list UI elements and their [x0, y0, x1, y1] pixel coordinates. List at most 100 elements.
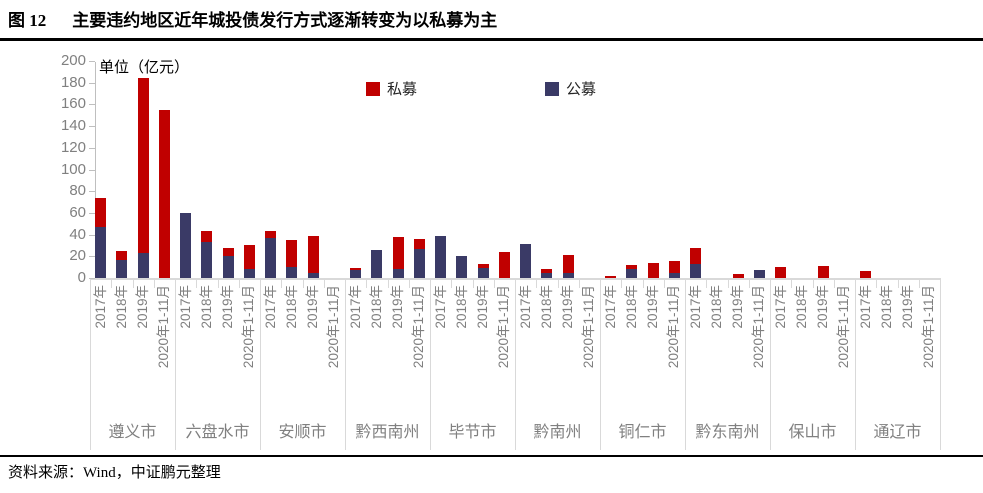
bar-segment-public: [690, 263, 702, 278]
bar-segment-private: [243, 245, 255, 270]
x-axis-period-label: 2019年: [220, 285, 236, 329]
x-axis-period-label: 2018年: [793, 285, 809, 329]
bar-segment-private: [626, 264, 638, 270]
source-note: 资料来源：Wind，中证鹏元整理: [8, 465, 221, 481]
x-axis-period-label: 2017年: [347, 285, 363, 329]
legend-swatch-private: [366, 81, 380, 96]
x-axis-period-label: 2020年1-11月: [581, 285, 597, 369]
legend-item-private: 私募: [366, 78, 417, 99]
x-axis-tick: [621, 280, 623, 288]
bar-segment-private: [477, 263, 489, 269]
bar-segment-private: [116, 250, 128, 260]
x-axis-tick: [323, 280, 325, 288]
bar-segment-private: [137, 78, 149, 254]
bar-segment-public: [286, 267, 298, 278]
bar-segment-public: [201, 242, 213, 278]
x-axis-group-label: 保山市: [788, 424, 837, 441]
bar-segment-private: [265, 231, 277, 238]
group-separator-line: [90, 280, 91, 450]
x-axis-period-label: 2019年: [305, 285, 321, 329]
x-axis-tick: [217, 280, 219, 288]
x-axis-tick: [111, 280, 113, 288]
figure-title-text: 主要违约地区近年城投债发行方式逐渐转变为以私募为主: [72, 11, 498, 30]
x-axis-period-label: 2020年1-11月: [326, 285, 342, 369]
x-axis-group-label: 毕节市: [448, 424, 497, 441]
x-axis-period-label: 2017年: [432, 285, 448, 329]
x-axis-tick: [132, 280, 134, 288]
bar-segment-public: [541, 272, 553, 278]
x-axis-tick: [876, 280, 878, 288]
x-axis-period-label: 2017年: [602, 285, 618, 329]
legend-label-public: 公募: [566, 81, 597, 98]
bar-segment-public: [180, 212, 192, 278]
y-axis-tick-label: 20: [69, 247, 86, 265]
x-axis-tick: [748, 280, 750, 288]
bar-segment-private: [222, 247, 234, 257]
bar-segment-private: [605, 275, 617, 278]
bar-segment-private: [307, 235, 319, 273]
x-axis-tick: [408, 280, 410, 288]
bar-segment-public: [668, 272, 680, 278]
bar-segment-public: [413, 248, 425, 278]
y-axis-tick-label: 120: [60, 138, 86, 156]
x-axis-period-label: 2018年: [453, 285, 469, 329]
footer-divider-rule: [0, 455, 983, 457]
x-axis-period-label: 2020年1-11月: [666, 285, 682, 369]
x-axis-period-label: 2020年1-11月: [496, 285, 512, 369]
x-axis-period-label: 2017年: [92, 285, 108, 329]
bar-segment-private: [95, 197, 107, 227]
axis-unit-label: 单位（亿元）: [99, 59, 190, 76]
bar-segment-private: [350, 268, 362, 271]
x-axis-period-label: 2020年1-11月: [241, 285, 257, 369]
legend-swatch-public: [545, 81, 559, 96]
bar-segment-public: [562, 272, 574, 278]
y-axis-tick: [89, 212, 95, 214]
x-axis-period-label: 2019年: [560, 285, 576, 329]
bar-segment-private: [647, 262, 659, 278]
x-axis-tick: [366, 280, 368, 288]
bar-segment-public: [520, 244, 532, 278]
x-axis-group-label: 六盘水市: [185, 424, 250, 441]
y-axis-tick: [89, 278, 95, 279]
bar-segment-public: [307, 272, 319, 278]
bar-segment-public: [265, 237, 277, 278]
x-axis-group-label: 黔南州: [533, 424, 582, 441]
x-axis-tick: [791, 280, 793, 288]
x-axis-period-label: 2020年1-11月: [836, 285, 852, 369]
bar-segment-public: [392, 269, 404, 278]
figure-number: 图 12: [8, 11, 47, 30]
x-axis-tick: [642, 280, 644, 288]
x-axis-tick: [302, 280, 304, 288]
bar-segment-private: [158, 109, 170, 278]
x-axis-tick: [833, 280, 835, 288]
bar-segment-public: [116, 259, 128, 278]
x-axis-tick: [727, 280, 729, 288]
x-axis-group-label: 铜仁市: [618, 424, 667, 441]
title-divider-rule: [0, 38, 983, 41]
x-axis-tick: [196, 280, 198, 288]
y-axis-tick-label: 40: [69, 225, 86, 243]
bar-segment-private: [860, 271, 872, 278]
x-axis-tick: [281, 280, 283, 288]
group-separator-line: [175, 280, 176, 450]
x-axis-tick: [153, 280, 155, 288]
bar-segment-private: [775, 267, 787, 278]
bar-segment-public: [435, 235, 447, 278]
y-axis-line: [95, 62, 96, 279]
x-axis-period-label: 2019年: [730, 285, 746, 329]
x-axis-period-label: 2017年: [687, 285, 703, 329]
figure-title: 图 12 主要违约地区近年城投债发行方式逐渐转变为以私募为主: [8, 6, 497, 31]
x-axis-tick: [706, 280, 708, 288]
x-axis-period-label: 2017年: [262, 285, 278, 329]
group-separator-line: [430, 280, 431, 450]
y-axis-tick: [89, 104, 95, 106]
x-axis-period-label: 2018年: [198, 285, 214, 329]
bar-segment-private: [201, 231, 213, 243]
group-separator-line: [770, 280, 771, 450]
x-axis-period-label: 2018年: [283, 285, 299, 329]
x-axis-tick: [578, 280, 580, 288]
bar-segment-private: [541, 269, 553, 273]
bar-segment-public: [350, 270, 362, 278]
x-axis-period-label: 2017年: [857, 285, 873, 329]
